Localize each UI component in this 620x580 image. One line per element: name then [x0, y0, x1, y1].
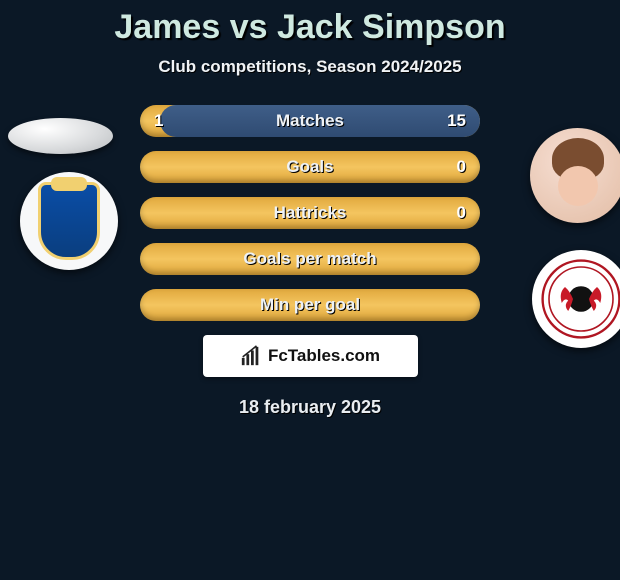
bar-goals-per-match: Goals per match: [140, 243, 480, 275]
page-title: James vs Jack Simpson: [0, 0, 620, 47]
bar-label: Goals: [140, 151, 480, 183]
bar-right-value: 0: [457, 151, 466, 183]
bar-goals: Goals 0: [140, 151, 480, 183]
bar-label: Matches: [140, 105, 480, 137]
comparison-bars: 1 Matches 15 Goals 0 Hattricks 0 Goals p…: [0, 105, 620, 418]
bar-label: Goals per match: [140, 243, 480, 275]
bar-hattricks: Hattricks 0: [140, 197, 480, 229]
brand-box: FcTables.com: [203, 335, 418, 377]
chart-icon: [240, 345, 262, 367]
date-line: 18 february 2025: [0, 397, 620, 418]
subtitle: Club competitions, Season 2024/2025: [0, 57, 620, 77]
bar-right-value: 0: [457, 197, 466, 229]
bar-matches: 1 Matches 15: [140, 105, 480, 137]
bar-label: Hattricks: [140, 197, 480, 229]
bar-label: Min per goal: [140, 289, 480, 321]
brand-text: FcTables.com: [268, 346, 380, 366]
bar-min-per-goal: Min per goal: [140, 289, 480, 321]
bar-right-value: 15: [447, 105, 466, 137]
